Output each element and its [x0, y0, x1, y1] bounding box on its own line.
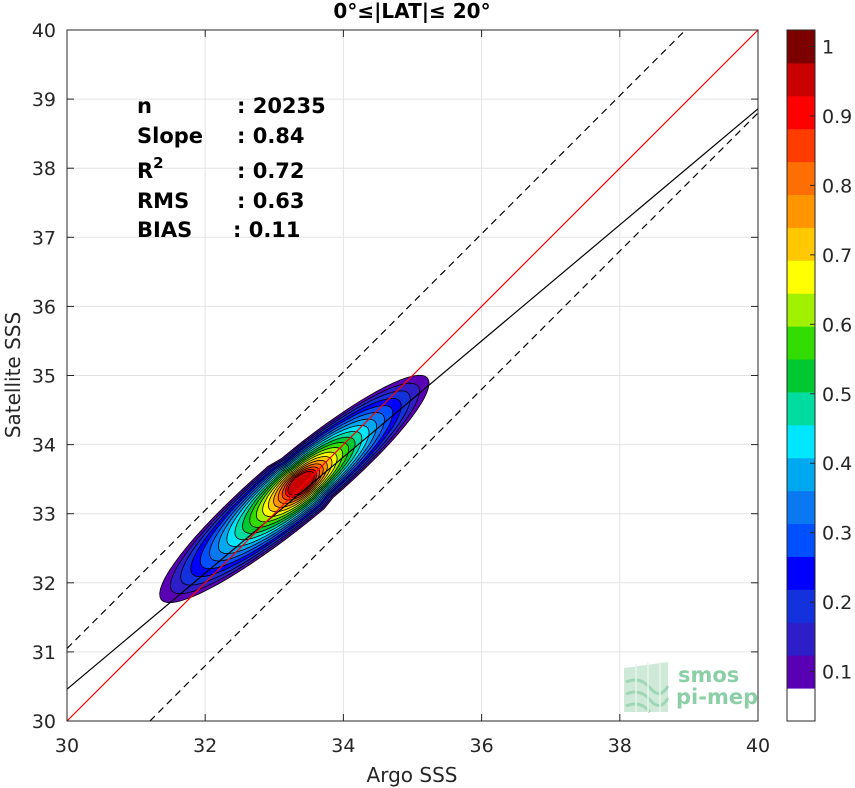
chart-title: 0°≤|LAT|≤ 20°	[333, 0, 490, 23]
identity-line	[66, 29, 759, 722]
colorbar-swatch	[787, 622, 815, 656]
colorbar-tick-label: 1	[822, 36, 834, 58]
colorbar-swatch	[787, 523, 815, 557]
stat-rms-label: RMS	[137, 189, 189, 213]
stat-n-value: : 20235	[237, 94, 326, 118]
y-tick-label: 39	[32, 89, 56, 111]
smos-pimep-logo: smos pi-mep	[624, 662, 758, 714]
y-tick-label: 40	[32, 20, 56, 42]
colorbar-swatch	[787, 688, 815, 722]
stat-n-label: n	[137, 94, 152, 118]
stat-r2-label: R2	[137, 154, 164, 183]
x-tick-label: 36	[470, 735, 494, 757]
density-contour-level	[287, 470, 315, 496]
colorbar-ticks: 0.1 0.2 0.3 0.4 0.5 0.6 0.7 0.8 0.9 1	[810, 36, 852, 684]
y-tick-label: 34	[32, 435, 56, 457]
stat-r2-base: R	[137, 159, 153, 183]
colorbar-swatch	[787, 62, 815, 97]
x-tick-label: 32	[193, 735, 217, 757]
logo-text-pimep: pi-mep	[676, 685, 758, 709]
colorbar-tick-label: 0.3	[822, 523, 852, 545]
colorbar-swatch	[787, 490, 815, 525]
colorbar-swatch	[787, 260, 815, 294]
y-axis-label: Satellite SSS	[1, 312, 25, 438]
x-tick-label: 38	[608, 735, 632, 757]
reference-lines	[66, 29, 759, 722]
colorbar-tick-label: 0.9	[822, 106, 852, 128]
y-tick-label: 31	[32, 642, 56, 664]
logo-waves-icon	[624, 662, 670, 714]
colorbar-swatch	[787, 194, 815, 228]
colorbar-frame	[786, 29, 816, 722]
colorbar-swatch	[787, 556, 815, 590]
colorbar-swatch	[787, 424, 815, 459]
colorbar	[786, 29, 816, 722]
density-contours	[159, 374, 430, 603]
stat-slope-label: Slope	[137, 124, 203, 148]
colorbar-swatch	[787, 128, 815, 163]
stat-bias-label: BIAS	[137, 218, 192, 242]
y-tick-label: 35	[32, 366, 56, 388]
stat-r2-value: : 0.72	[237, 159, 305, 183]
stat-slope-value: : 0.84	[237, 124, 305, 148]
x-tick-label: 40	[746, 735, 770, 757]
y-tick-label: 38	[32, 158, 56, 180]
colorbar-tick-label: 0.5	[822, 384, 852, 406]
stat-r2-superscript: 2	[153, 154, 163, 172]
upper-dashed-line	[66, 29, 686, 649]
stat-bias-value: : 0.11	[233, 218, 301, 242]
colorbar-tick-label: 0.1	[822, 662, 852, 684]
colorbar-swatch	[787, 589, 815, 623]
colorbar-swatch	[787, 391, 815, 426]
colorbar-swatch	[787, 227, 815, 261]
y-tick-label: 36	[32, 296, 56, 318]
colorbar-swatch	[787, 326, 815, 360]
colorbar-tick-label: 0.6	[822, 314, 852, 336]
colorbar-tick-label: 0.7	[822, 245, 852, 267]
regression-line	[66, 108, 759, 690]
y-tick-label: 33	[32, 504, 56, 526]
y-axis-ticks: 30 31 32 33 34 35 36 37 38 39 40	[32, 20, 758, 733]
stat-rms-value: : 0.63	[237, 189, 305, 213]
x-axis-label: Argo SSS	[367, 763, 458, 787]
logo-text-smos: smos	[678, 663, 739, 687]
colorbar-swatch	[787, 95, 815, 130]
x-tick-label: 30	[55, 735, 79, 757]
colorbar-swatch	[787, 293, 815, 327]
y-tick-label: 37	[32, 227, 56, 249]
colorbar-tick-label: 0.4	[822, 453, 852, 475]
colorbar-swatch	[787, 161, 815, 196]
colorbar-tick-label: 0.2	[822, 592, 852, 614]
x-tick-label: 34	[331, 735, 355, 757]
x-axis-ticks: 30 32 34 36 38 40	[55, 30, 770, 757]
y-tick-label: 32	[32, 573, 56, 595]
statistics-box: n : 20235 Slope : 0.84 R2 : 0.72 RMS : 0…	[137, 94, 326, 242]
y-tick-label: 30	[32, 711, 56, 733]
colorbar-tick-label: 0.8	[822, 175, 852, 197]
colorbar-swatch	[787, 359, 815, 393]
